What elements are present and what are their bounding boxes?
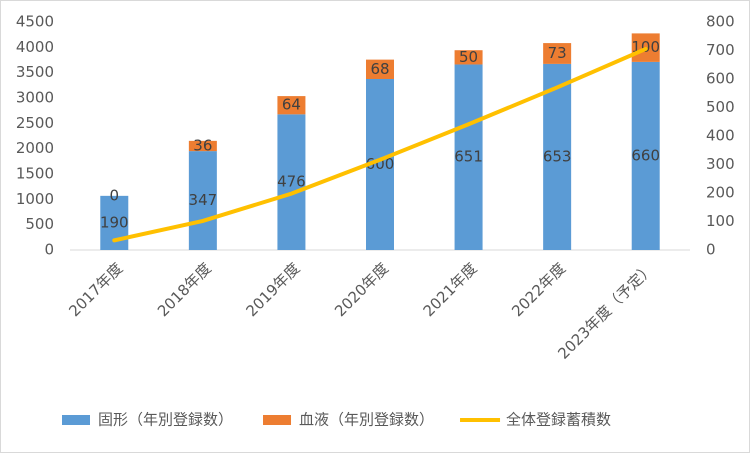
- y-tick-label: 4000: [16, 38, 54, 56]
- y2-tick-label: 600: [706, 70, 735, 88]
- data-label: 73: [548, 44, 567, 62]
- data-label: 600: [366, 155, 395, 173]
- bar: [366, 59, 394, 79]
- data-label: 347: [189, 191, 218, 209]
- y-tick-label: 1500: [16, 165, 54, 183]
- data-label: 190: [100, 213, 129, 231]
- bar: [188, 151, 217, 250]
- y2-tick-label: 800: [706, 13, 735, 31]
- y2-tick-label: 300: [706, 155, 735, 173]
- data-label: 0: [110, 186, 120, 204]
- data-label: 64: [282, 96, 301, 114]
- y-tick-label: 0: [44, 241, 54, 259]
- y2-tick-label: 0: [706, 241, 716, 259]
- bar: [543, 43, 572, 64]
- y2-tick-label: 700: [706, 41, 735, 59]
- y-tick-label: 3000: [16, 89, 54, 107]
- y2-tick-label: 500: [706, 98, 735, 116]
- y-tick-label: 4500: [16, 13, 54, 31]
- bar: [277, 96, 306, 115]
- bar: [631, 61, 660, 251]
- legend-swatch: [263, 415, 292, 425]
- bar: [543, 63, 572, 250]
- y2-tick-label: 400: [706, 127, 735, 145]
- data-label: 50: [459, 48, 478, 66]
- legend-label: 血液（年別登録数）: [299, 411, 434, 429]
- y-tick-label: 500: [25, 215, 54, 233]
- y2-tick-label: 200: [706, 184, 735, 202]
- data-label: 653: [543, 147, 572, 165]
- bar: [277, 114, 306, 250]
- legend-label: 固形（年別登録数）: [98, 411, 233, 429]
- bar: [454, 64, 483, 250]
- data-label: 36: [193, 136, 212, 154]
- y-tick-label: 2000: [16, 139, 54, 157]
- y2-tick-label: 100: [706, 212, 735, 230]
- y-tick-label: 2500: [16, 114, 54, 132]
- data-label: 476: [277, 173, 306, 191]
- line: [112, 46, 648, 243]
- y-tick-label: 3500: [16, 63, 54, 81]
- legend-label: 全体登録蓄積数: [506, 411, 611, 429]
- data-label: 651: [454, 148, 483, 166]
- legend-swatch: [62, 415, 90, 425]
- data-label: 68: [370, 60, 389, 78]
- bar: [188, 140, 217, 152]
- y-tick-label: 1000: [16, 190, 54, 208]
- bar: [454, 50, 483, 65]
- data-label: 660: [631, 146, 660, 164]
